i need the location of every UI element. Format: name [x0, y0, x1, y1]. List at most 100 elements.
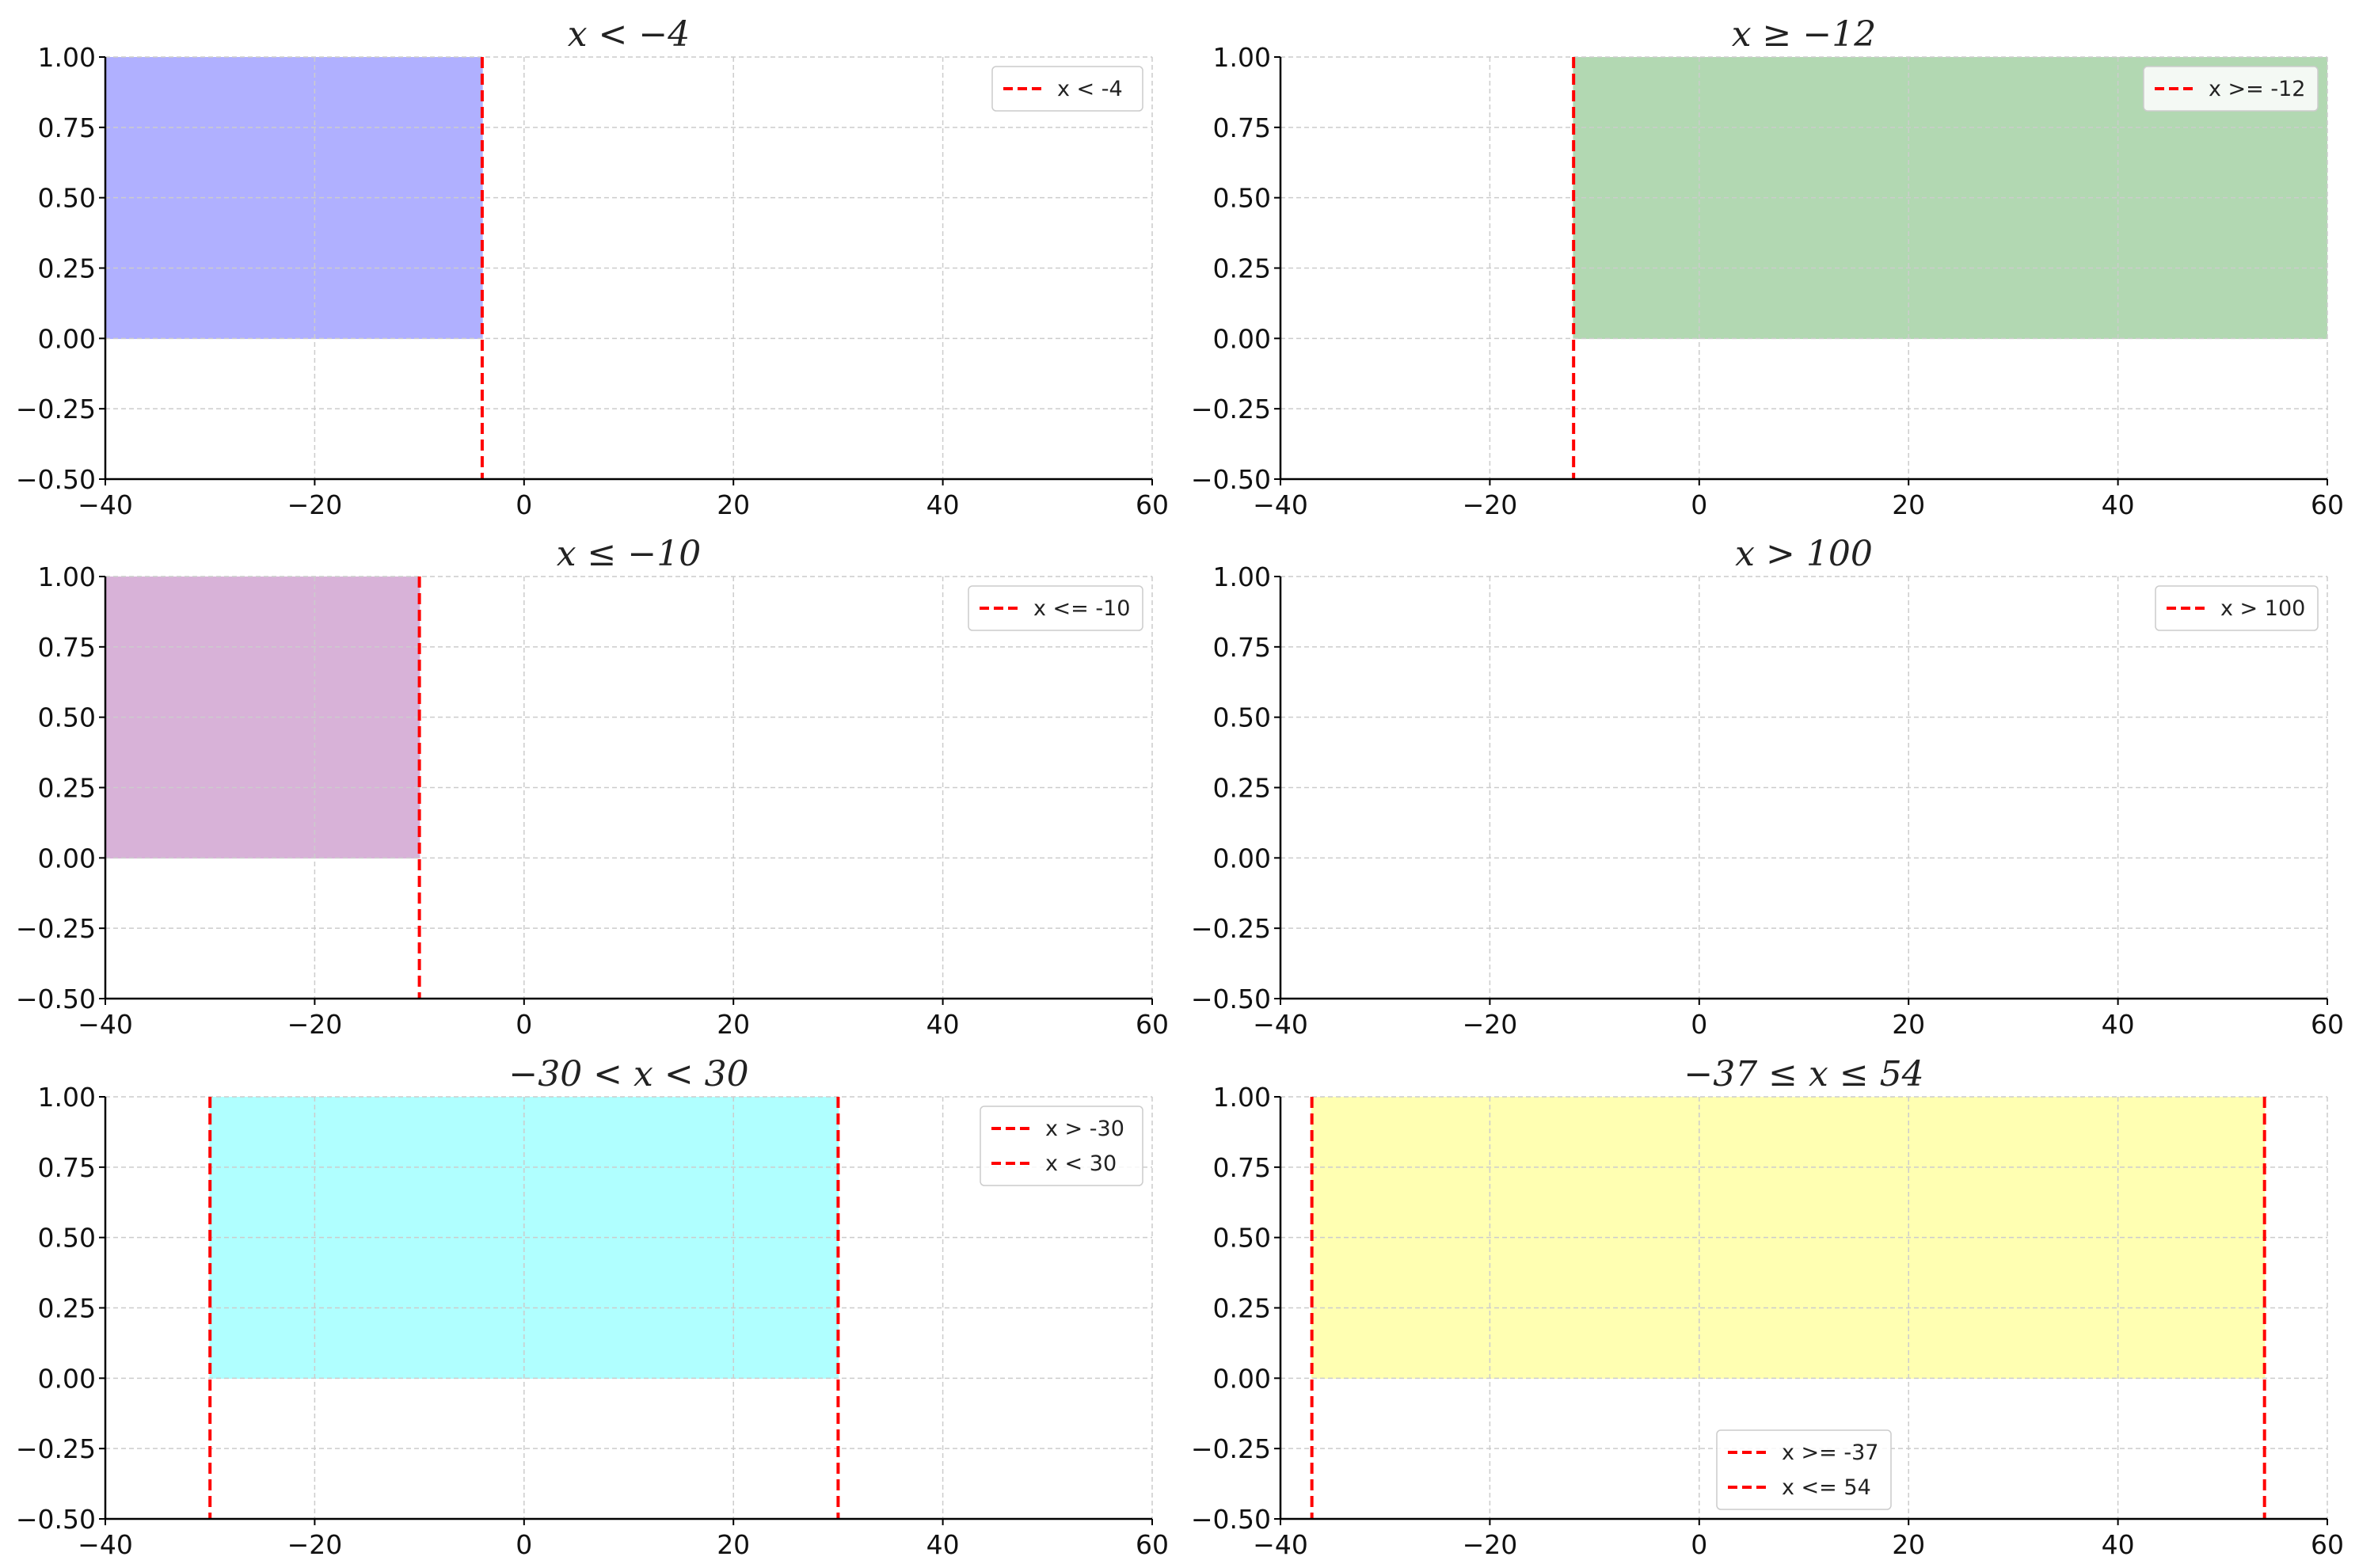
legend: x < -4 [991, 66, 1143, 112]
x-tick-label: 0 [516, 489, 532, 520]
y-tick-label: −0.50 [16, 984, 96, 1014]
legend-label: x > -30 [1045, 1117, 1124, 1141]
y-tick-label: 0.00 [1213, 323, 1271, 354]
x-tick-label: −40 [1253, 1529, 1308, 1560]
x-tick-label: 40 [2102, 489, 2135, 520]
x-tick-label: 40 [926, 489, 960, 520]
x-tick-label: −40 [78, 489, 133, 520]
legend-box [2155, 585, 2319, 631]
chart-title: x > 100 [1735, 534, 1873, 574]
x-tick-label: −40 [1253, 489, 1308, 520]
y-tick-label: 1.00 [1213, 42, 1271, 73]
y-tick-label: 1.00 [38, 1082, 96, 1113]
y-tick-label: −0.25 [16, 394, 96, 424]
y-tick-label: 0.75 [38, 112, 96, 143]
x-tick-label: −40 [78, 1009, 133, 1040]
x-tick-label: 20 [1892, 1529, 1925, 1560]
x-tick-label: 60 [2311, 1009, 2344, 1040]
y-tick-label: −0.50 [16, 1504, 96, 1535]
legend-box [968, 585, 1143, 631]
y-tick-label: −0.50 [1191, 984, 1271, 1014]
y-tick-label: −0.25 [16, 913, 96, 944]
y-tick-label: 0.00 [1213, 1363, 1271, 1394]
chart-panel-6: −40 −20 0 20 40 60 −0.50 −0.25 0.00 0.25 0.50 0.75 1… [1191, 1054, 2344, 1560]
legend: x > -30 x < 30 [980, 1106, 1143, 1186]
legend-label: x >= -37 [1782, 1441, 1879, 1465]
y-tick-label: 0.00 [38, 323, 96, 354]
chart-panel-4: −40 −20 0 20 40 60 −0.50 −0.25 0.00 0.25 0.50 0.75 1… [1191, 534, 2344, 1040]
x-tick-label: 60 [1136, 489, 1169, 520]
legend-label: x <= 54 [1782, 1475, 1871, 1500]
y-tick-label: 1.00 [1213, 561, 1271, 592]
y-tick-label: 0.25 [1213, 773, 1271, 804]
x-tick-label: 0 [1691, 1529, 1707, 1560]
y-tick-label: 0.75 [38, 632, 96, 663]
chart-title: −30 < x < 30 [508, 1054, 748, 1094]
x-tick-label: 20 [1892, 1009, 1925, 1040]
legend-box [991, 66, 1143, 112]
legend-box [2143, 66, 2319, 112]
legend-label: x <= -10 [1033, 596, 1131, 621]
legend: x > 100 [2155, 585, 2319, 631]
shaded-region [105, 57, 483, 340]
x-tick-label: −20 [287, 489, 343, 520]
y-tick-label: 0.50 [1213, 1223, 1271, 1254]
y-tick-label: 0.50 [1213, 183, 1271, 214]
legend: x >= -12 [2143, 66, 2319, 112]
x-tick-label: 60 [1136, 1529, 1169, 1560]
legend-label: x < 30 [1045, 1151, 1117, 1176]
y-tick-label: −0.50 [16, 464, 96, 495]
x-tick-label: −20 [1463, 489, 1518, 520]
x-tick-label: −40 [78, 1529, 133, 1560]
legend-label: x < -4 [1057, 77, 1123, 101]
x-tick-label: 0 [1691, 1009, 1707, 1040]
legend-box [980, 1106, 1143, 1186]
legend-label: x > 100 [2220, 596, 2305, 621]
y-tick-label: 0.25 [38, 253, 96, 284]
y-tick-label: 0.25 [1213, 253, 1271, 284]
y-tick-label: 0.00 [38, 1363, 96, 1394]
y-tick-label: 0.75 [1213, 632, 1271, 663]
y-tick-label: 0.25 [38, 1293, 96, 1324]
y-tick-label: −0.25 [16, 1433, 96, 1464]
legend-label: x >= -12 [2209, 77, 2306, 101]
y-tick-label: 0.50 [38, 183, 96, 214]
y-tick-label: 1.00 [38, 42, 96, 73]
x-tick-label: 60 [2311, 1529, 2344, 1560]
x-tick-label: 40 [926, 1009, 960, 1040]
x-tick-label: 20 [717, 1009, 750, 1040]
y-tick-label: 0.25 [38, 773, 96, 804]
x-tick-label: 40 [2102, 1009, 2135, 1040]
y-tick-label: 0.75 [1213, 1152, 1271, 1183]
x-tick-label: −20 [1463, 1009, 1518, 1040]
legend-box [1716, 1429, 1892, 1510]
y-tick-label: −0.50 [1191, 1504, 1271, 1535]
chart-title: x ≤ −10 [557, 534, 702, 574]
legend: x >= -37 x <= 54 [1716, 1429, 1892, 1510]
y-tick-label: 0.00 [1213, 843, 1271, 873]
y-tick-label: −0.25 [1191, 913, 1271, 944]
x-tick-label: 40 [926, 1529, 960, 1560]
chart-panel-2: −40 −20 0 20 40 60 −0.50 −0.25 0.00 0.25 0.50 0.75 1… [1191, 14, 2344, 520]
y-tick-label: 1.00 [38, 561, 96, 592]
x-tick-label: 20 [1892, 489, 1925, 520]
y-tick-label: −0.25 [1191, 1433, 1271, 1464]
y-tick-label: 0.00 [38, 843, 96, 873]
legend: x <= -10 [968, 585, 1143, 631]
chart-panel-5: −40 −20 0 20 40 60 −0.50 −0.25 0.00 0.25 0.50 0.75 1… [16, 1054, 1169, 1560]
x-tick-label: 20 [717, 489, 750, 520]
chart-title: x ≥ −12 [1732, 14, 1877, 55]
y-tick-label: 0.75 [1213, 112, 1271, 143]
x-tick-label: 0 [516, 1529, 532, 1560]
y-tick-label: 0.50 [38, 702, 96, 733]
y-tick-label: 1.00 [1213, 1082, 1271, 1113]
chart-panel-1: −40 −20 0 20 40 60 −0.50 −0.25 0.00 0.25 0.50 0.75 1… [16, 14, 1169, 520]
y-tick-label: 0.50 [38, 1223, 96, 1254]
shaded-region [105, 577, 420, 859]
y-tick-label: 0.25 [1213, 1293, 1271, 1324]
chart-title: x < −4 [568, 14, 691, 55]
y-tick-label: 0.50 [1213, 702, 1271, 733]
x-tick-label: 60 [1136, 1009, 1169, 1040]
x-tick-label: 0 [516, 1009, 532, 1040]
x-tick-label: 40 [2102, 1529, 2135, 1560]
